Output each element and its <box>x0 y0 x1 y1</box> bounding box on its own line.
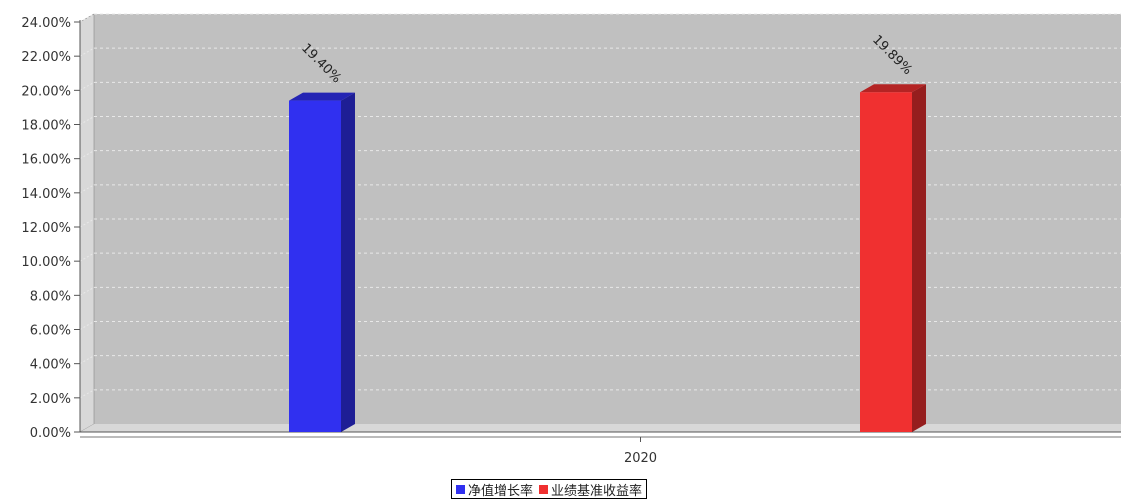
gridline-side <box>79 13 95 23</box>
gridline-side <box>79 81 95 91</box>
floor <box>80 424 1121 432</box>
bar-benchmark-return <box>860 84 926 433</box>
y-tick-label: 10.00% <box>21 255 71 270</box>
legend-swatch-net-value-growth <box>456 484 465 494</box>
y-tick-label: 22.00% <box>21 50 71 65</box>
y-tick-label: 24.00% <box>21 16 71 31</box>
bar-side <box>341 92 355 432</box>
bar-front <box>860 92 912 433</box>
gridline-side <box>79 321 95 330</box>
legend-item-net-value-growth: 净值增长率 <box>456 480 533 499</box>
gridline-side <box>79 150 95 160</box>
bar-top <box>289 92 355 101</box>
gridline-side <box>79 252 95 262</box>
bar-net-value-growth <box>289 92 355 432</box>
gridline-side <box>79 355 95 365</box>
legend-label-benchmark-return: 业绩基准收益率 <box>551 483 643 499</box>
y-tick-label: 6.00% <box>30 324 71 339</box>
y-tick-label: 20.00% <box>21 84 71 99</box>
y-tick-label: 18.00% <box>21 119 71 134</box>
y-tick-label: 14.00% <box>21 187 71 202</box>
y-tick-label: 2.00% <box>30 392 71 407</box>
bar-front <box>289 100 341 432</box>
y-tick-label: 0.00% <box>30 426 71 441</box>
legend-swatch-benchmark-return <box>539 484 549 494</box>
legend-label-net-value-growth: 净值增长率 <box>468 483 534 499</box>
gridlines <box>79 13 1121 399</box>
bars <box>289 84 926 433</box>
legend-item-benchmark-return: 业绩基准收益率 <box>539 480 642 499</box>
gridline-side <box>79 218 95 228</box>
bar-side <box>912 84 926 433</box>
y-axis-ticks: 0.00% 2.00% 4.00% 6.00% 8.00% 10.00% 12.00% 14.… <box>21 16 80 441</box>
y-tick-label: 4.00% <box>30 358 71 373</box>
y-tick-label: 8.00% <box>30 289 71 304</box>
gridline-side <box>79 47 95 57</box>
bar-top <box>860 84 926 93</box>
gridline-side <box>79 286 95 296</box>
x-tick-label: 2020 <box>624 451 657 466</box>
y-tick-label: 16.00% <box>21 153 71 168</box>
legend: 净值增长率 业绩基准收益率 <box>451 479 648 499</box>
x-axis-ticks: 2020 <box>624 437 657 466</box>
bar-chart: 0.00% 2.00% 4.00% 6.00% 8.00% 10.00% 12.00% 14.… <box>21 13 1121 466</box>
gridline-side <box>79 389 95 399</box>
gridline-side <box>79 184 95 194</box>
gridline-side <box>79 116 95 125</box>
y-tick-label: 12.00% <box>21 221 71 236</box>
plot-background <box>94 14 1121 424</box>
plot-area <box>79 13 1121 433</box>
